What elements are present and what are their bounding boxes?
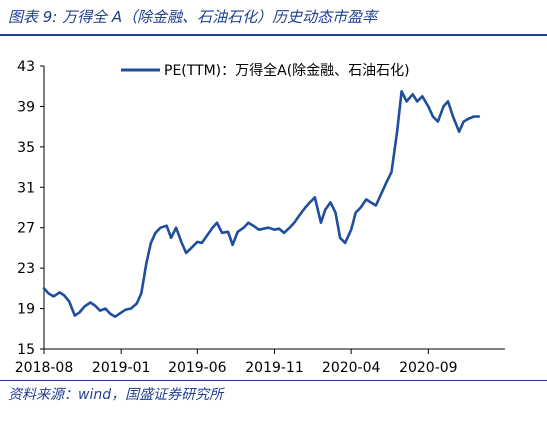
source-note: 资料来源：wind，国盛证券研究所 — [8, 387, 224, 403]
y-tick-label: 39 — [17, 99, 35, 115]
x-tick-label: 2018-08 — [15, 360, 74, 376]
chart-legend: PE(TTM)：万得全A(除金融、石油石化) — [121, 62, 410, 79]
x-tick-label: 2020-09 — [399, 360, 458, 376]
title-rule — [0, 34, 547, 36]
y-tick-label: 15 — [17, 342, 35, 358]
x-tick-label: 2019-06 — [168, 360, 227, 376]
y-tick-label: 35 — [17, 140, 35, 156]
x-tick-label: 2019-01 — [92, 360, 151, 376]
y-tick-label: 23 — [17, 261, 35, 277]
chart-axes — [43, 66, 505, 350]
y-axis-ticks: 15 19 23 27 31 35 39 43 — [17, 59, 44, 358]
y-tick-label: 27 — [17, 221, 35, 237]
y-tick-label: 31 — [17, 180, 35, 196]
source-rule — [0, 380, 547, 381]
x-axis-ticks: 2018-08 2019-01 2019-06 2019-11 2020-04 2020-… — [15, 349, 458, 376]
series-layer — [42, 89, 481, 319]
x-tick-label: 2019-11 — [245, 360, 304, 376]
figure-title: 图表 9: 万得全 A（除金融、石油石化）历史动态市盈率 — [8, 8, 378, 26]
legend-label: PE(TTM)：万得全A(除金融、石油石化) — [164, 62, 410, 79]
pe-ttm-series-line — [42, 89, 481, 319]
y-tick-label: 19 — [17, 302, 35, 318]
y-tick-label: 43 — [17, 59, 35, 75]
x-tick-label: 2020-04 — [322, 360, 381, 376]
